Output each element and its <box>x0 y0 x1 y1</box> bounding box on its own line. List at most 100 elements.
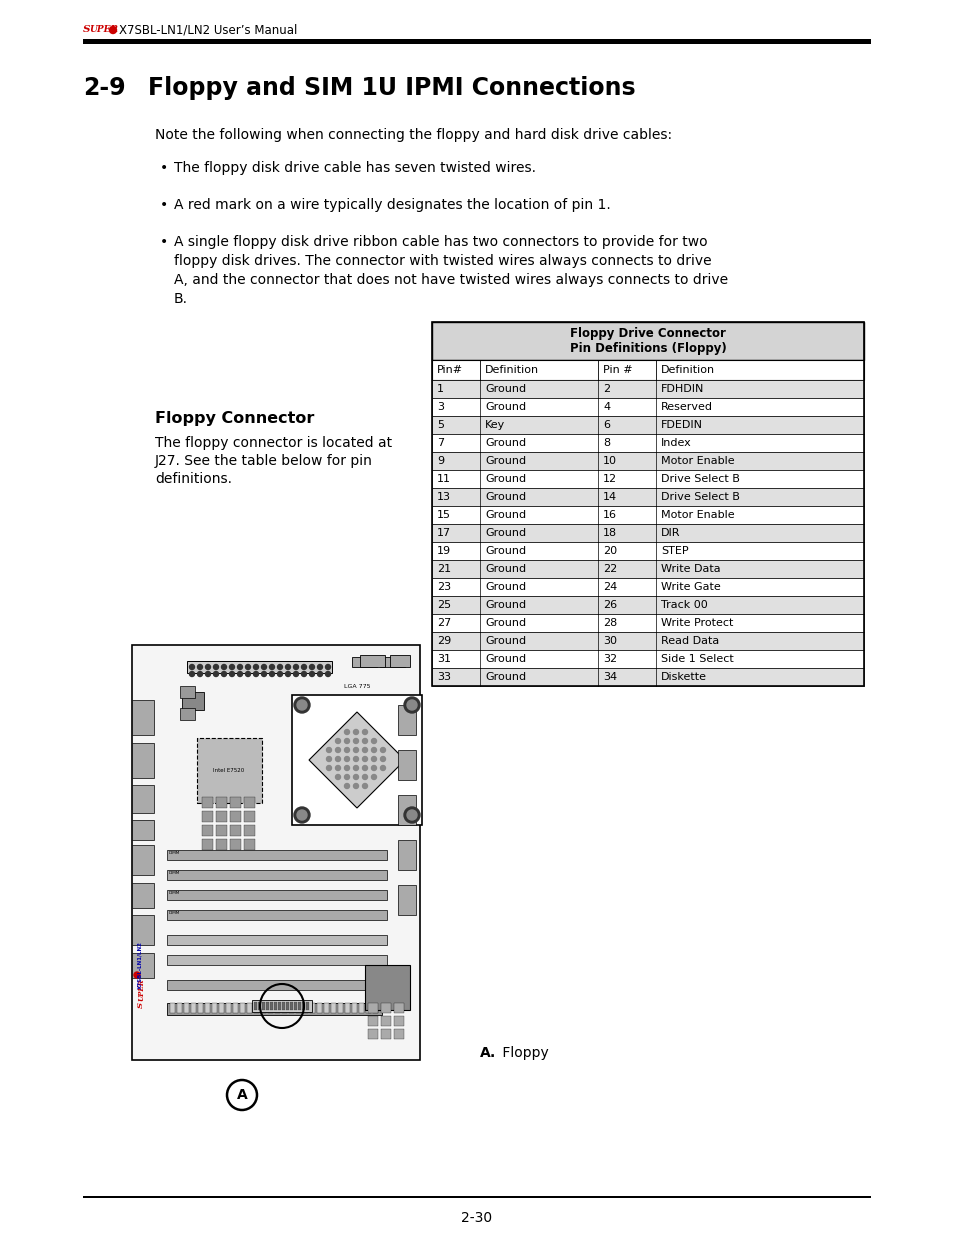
Text: 4: 4 <box>602 403 610 412</box>
Text: Floppy: Floppy <box>497 1046 548 1060</box>
Bar <box>253 1002 256 1010</box>
Text: Read Data: Read Data <box>660 636 719 646</box>
Text: S: S <box>83 26 91 35</box>
Bar <box>132 645 419 1060</box>
Bar <box>240 1003 245 1013</box>
Text: Intel E7520: Intel E7520 <box>213 768 244 773</box>
Bar <box>366 1003 371 1013</box>
Circle shape <box>213 672 218 677</box>
Bar <box>365 965 410 1010</box>
Circle shape <box>403 806 419 823</box>
Bar <box>379 657 405 667</box>
Circle shape <box>245 664 251 669</box>
Bar <box>170 1003 174 1013</box>
Text: 30: 30 <box>602 636 617 646</box>
Text: Track 00: Track 00 <box>660 600 707 610</box>
Circle shape <box>371 774 376 779</box>
Bar <box>83 1195 870 1198</box>
Bar <box>198 1003 203 1013</box>
Circle shape <box>197 664 202 669</box>
Circle shape <box>269 672 274 677</box>
Circle shape <box>344 739 349 743</box>
Circle shape <box>354 747 358 752</box>
Bar <box>277 1002 281 1010</box>
Text: Write Protect: Write Protect <box>660 618 733 629</box>
Text: FDEDIN: FDEDIN <box>660 420 702 430</box>
Bar <box>394 1029 403 1039</box>
Text: 10: 10 <box>602 456 617 466</box>
Text: Ground: Ground <box>484 474 525 484</box>
Circle shape <box>371 766 376 771</box>
Text: Side 1 Select: Side 1 Select <box>660 655 733 664</box>
Circle shape <box>362 783 367 788</box>
Bar <box>167 869 387 881</box>
Bar <box>289 1003 294 1013</box>
Text: Ground: Ground <box>484 672 525 682</box>
Circle shape <box>285 664 291 669</box>
Circle shape <box>344 783 349 788</box>
Bar <box>167 955 387 965</box>
Circle shape <box>245 672 251 677</box>
Bar <box>282 1003 287 1013</box>
Bar <box>394 1016 403 1026</box>
Bar <box>432 471 863 488</box>
Text: 32: 32 <box>602 655 617 664</box>
Circle shape <box>213 664 218 669</box>
Text: floppy disk drives. The connector with twisted wires always connects to drive: floppy disk drives. The connector with t… <box>173 254 711 268</box>
Bar <box>219 1003 224 1013</box>
Bar <box>202 825 213 836</box>
Circle shape <box>237 672 242 677</box>
Bar <box>167 910 387 920</box>
Circle shape <box>230 664 234 669</box>
Text: Ground: Ground <box>484 655 525 664</box>
Circle shape <box>362 774 367 779</box>
Circle shape <box>230 672 234 677</box>
Bar <box>226 1003 231 1013</box>
Bar <box>432 359 863 380</box>
Bar <box>132 845 153 876</box>
Bar <box>432 542 863 559</box>
Bar <box>244 811 254 823</box>
Text: 33: 33 <box>436 672 451 682</box>
Text: •: • <box>160 235 168 249</box>
Circle shape <box>110 26 116 33</box>
Bar <box>397 750 416 781</box>
Text: Write Data: Write Data <box>660 564 720 574</box>
Bar <box>187 661 332 673</box>
Bar <box>261 1003 266 1013</box>
Text: 29: 29 <box>436 636 451 646</box>
Text: Ground: Ground <box>484 600 525 610</box>
Circle shape <box>371 739 376 743</box>
Bar <box>132 700 153 735</box>
Text: definitions.: definitions. <box>154 472 232 487</box>
Bar <box>132 883 153 908</box>
Circle shape <box>133 972 140 978</box>
Bar <box>380 1003 391 1013</box>
Bar <box>295 1003 301 1013</box>
Text: Pin#: Pin# <box>436 366 462 375</box>
Text: DIMM: DIMM <box>169 871 180 876</box>
Bar <box>202 811 213 823</box>
Circle shape <box>362 730 367 735</box>
Bar <box>302 1002 305 1010</box>
Circle shape <box>354 766 358 771</box>
Text: 8: 8 <box>602 438 610 448</box>
Text: 9: 9 <box>436 456 444 466</box>
Bar <box>352 657 376 667</box>
Bar <box>196 739 262 803</box>
Bar <box>345 1003 350 1013</box>
Bar <box>191 1003 195 1013</box>
Bar <box>167 1003 381 1015</box>
Circle shape <box>403 697 419 713</box>
Bar <box>184 1003 189 1013</box>
Text: 17: 17 <box>436 529 451 538</box>
Bar <box>397 885 416 915</box>
Text: 18: 18 <box>602 529 617 538</box>
Text: A.: A. <box>479 1046 496 1060</box>
Circle shape <box>344 757 349 762</box>
Bar <box>252 1000 312 1011</box>
Text: Drive Select B: Drive Select B <box>660 474 740 484</box>
Circle shape <box>362 766 367 771</box>
Bar <box>132 915 153 945</box>
Circle shape <box>325 664 330 669</box>
